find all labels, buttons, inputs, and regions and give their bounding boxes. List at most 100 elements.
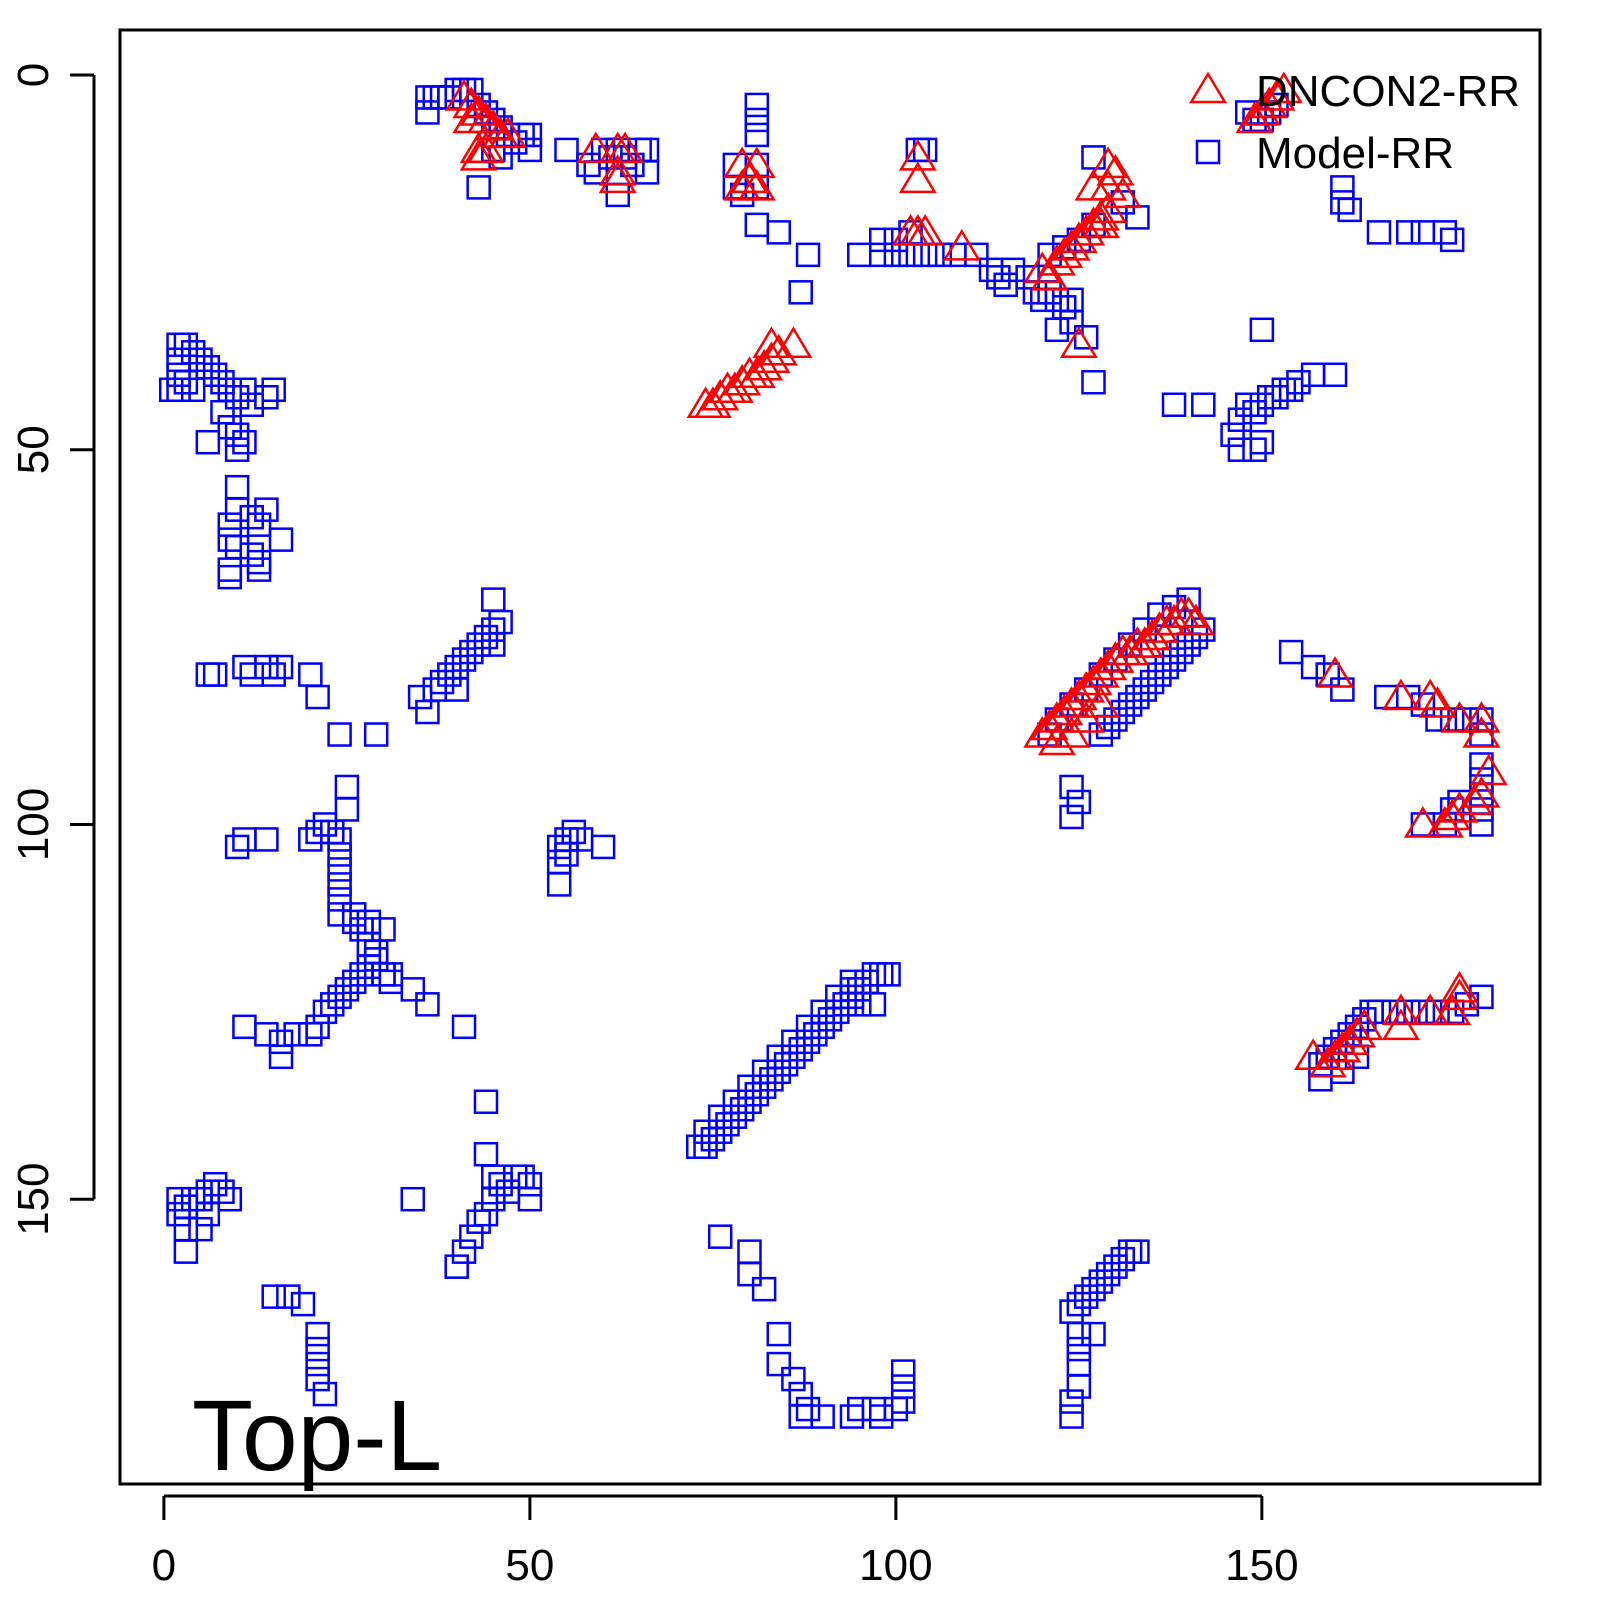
- model-rr-point: [195, 1179, 221, 1204]
- dncon2-rr-point: [774, 326, 813, 359]
- model-rr-point: [327, 984, 352, 1010]
- model-rr-point: [166, 347, 191, 373]
- model-rr-point: [473, 1201, 499, 1227]
- model-rr-point: [744, 107, 770, 133]
- model-rr-point: [847, 992, 872, 1017]
- model-rr-point: [261, 1284, 286, 1309]
- model-rr-point: [766, 220, 792, 245]
- model-rr-point: [1059, 1299, 1084, 1324]
- model-rr-point: [210, 1179, 235, 1204]
- model-rr-point: [349, 962, 374, 987]
- model-rr-point: [232, 654, 257, 680]
- dncon2-rr-point: [1440, 701, 1479, 733]
- model-rr-point: [224, 497, 250, 522]
- dncon2-rr-point: [1440, 791, 1479, 823]
- model-rr-point: [978, 257, 1004, 283]
- model-rr-point: [327, 872, 352, 897]
- model-rr-point: [503, 1164, 528, 1189]
- dncon2-rr-point: [1089, 146, 1128, 179]
- model-rr-point: [561, 819, 587, 845]
- model-rr-point: [744, 122, 770, 148]
- model-rr-point: [180, 340, 206, 365]
- model-rr-point: [363, 939, 389, 965]
- model-rr-point: [715, 1111, 740, 1137]
- model-rr-point: [1030, 287, 1055, 313]
- model-rr-point: [1066, 1351, 1092, 1377]
- dncon2-rr-point: [459, 94, 498, 126]
- model-rr-point: [1081, 370, 1106, 395]
- model-rr-point: [751, 1059, 777, 1085]
- model-rr-point: [1125, 684, 1150, 710]
- model-rr-point: [883, 242, 909, 268]
- model-rr-point: [810, 999, 835, 1025]
- dncon2-rr-point: [1037, 723, 1076, 756]
- dncon2-rr-point: [1411, 678, 1450, 711]
- model-rr-point: [795, 1396, 821, 1422]
- model-rr-point: [1169, 639, 1194, 665]
- model-rr-point: [1322, 362, 1348, 388]
- model-rr-point: [517, 1186, 543, 1212]
- legend-label: Model-RR: [1256, 129, 1454, 178]
- model-rr-point: [173, 332, 199, 358]
- dncon2-rr-point: [598, 161, 637, 194]
- model-rr-point: [195, 662, 221, 687]
- model-rr-point: [254, 384, 279, 410]
- model-rr-point: [437, 662, 462, 687]
- model-rr-point: [1073, 1284, 1099, 1309]
- model-rr-point: [605, 182, 630, 208]
- model-rr-point: [415, 85, 440, 110]
- model-rr-point: [1278, 639, 1304, 665]
- model-rr-point: [327, 842, 352, 867]
- model-rr-point: [876, 962, 901, 987]
- model-rr-point: [415, 100, 440, 125]
- model-rr-point: [268, 1029, 294, 1055]
- model-rr-point: [312, 812, 338, 837]
- model-rr-point: [290, 1291, 316, 1317]
- model-rr-point: [1081, 1321, 1106, 1347]
- dncon2-rr-point: [1381, 1008, 1420, 1041]
- model-rr-point: [363, 947, 389, 972]
- model-rr-point: [166, 362, 191, 388]
- model-rr-point: [320, 819, 345, 845]
- model-rr-point: [803, 1022, 828, 1047]
- model-rr-point: [1110, 190, 1136, 215]
- model-rr-point: [415, 992, 440, 1017]
- dncon2-rr-point: [1440, 970, 1479, 1003]
- model-rr-point: [766, 1321, 792, 1347]
- model-rr-point: [839, 984, 865, 1010]
- model-rr-point: [554, 827, 579, 852]
- model-rr-point: [217, 527, 243, 552]
- model-rr-point: [861, 1396, 887, 1422]
- model-rr-point: [810, 1404, 835, 1429]
- model-rr-point: [751, 1074, 777, 1100]
- model-rr-point: [729, 182, 755, 208]
- model-rr-point: [1176, 632, 1201, 657]
- model-rr-point: [890, 1374, 916, 1399]
- model-rr-point: [1271, 377, 1297, 403]
- model-rr-point: [217, 557, 243, 582]
- model-rr-point: [473, 1089, 499, 1115]
- model-rr-point: [232, 1014, 257, 1040]
- dncon2-rr-point: [1425, 806, 1464, 838]
- model-rr-point: [554, 842, 579, 867]
- model-rr-point: [517, 137, 543, 163]
- model-rr-point: [1103, 1254, 1128, 1279]
- dncon2-rr-point: [1440, 978, 1479, 1011]
- model-rr-point: [707, 1104, 733, 1130]
- model-rr-point: [305, 819, 330, 845]
- x-tick-label: 150: [1225, 1541, 1298, 1590]
- model-rr-point: [1103, 707, 1128, 732]
- model-rr-point: [722, 1089, 748, 1115]
- model-rr-point: [341, 909, 367, 935]
- model-rr-point: [195, 355, 221, 380]
- model-rr-point: [781, 1044, 806, 1070]
- model-rr-point: [1059, 287, 1084, 313]
- dncon2-rr-point: [906, 213, 945, 246]
- model-rr-point: [305, 684, 330, 710]
- model-rr-point: [261, 377, 286, 403]
- model-rr-point: [217, 564, 243, 590]
- model-rr-point: [422, 85, 447, 110]
- model-rr-point: [685, 1134, 711, 1159]
- model-rr-point: [224, 437, 250, 462]
- model-rr-point: [341, 969, 367, 995]
